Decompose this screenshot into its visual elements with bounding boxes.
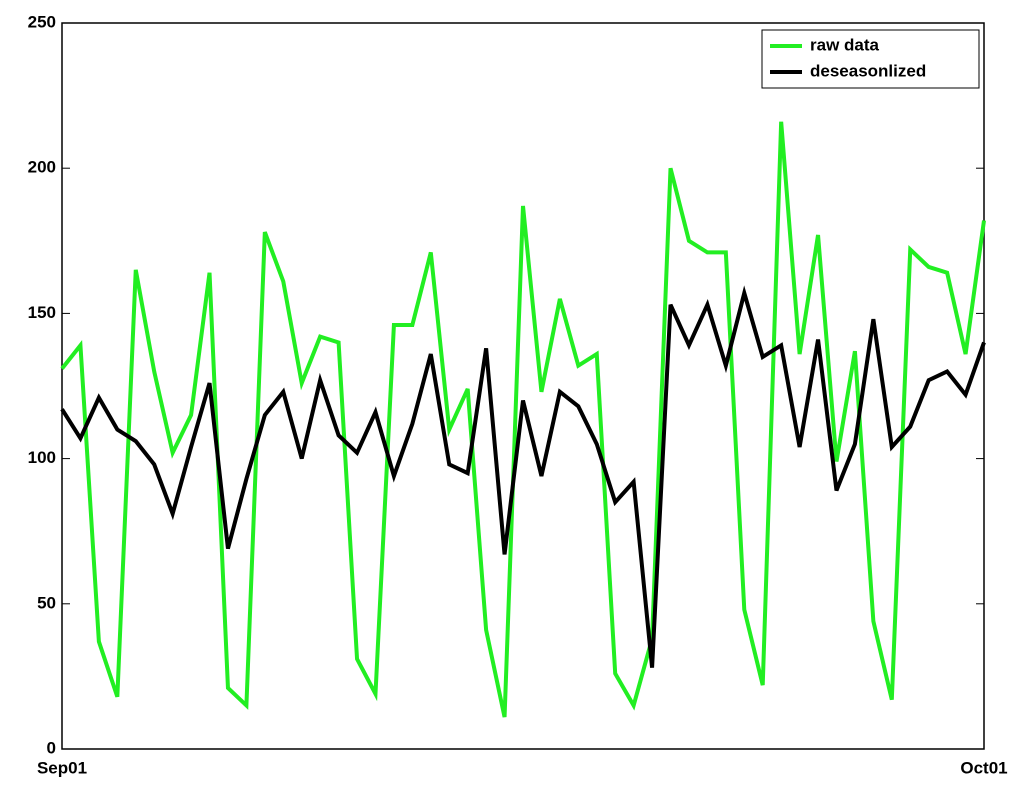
x-tick-label: Sep01: [37, 758, 87, 777]
x-tick-label: Oct01: [960, 758, 1007, 777]
plot-frame: [61, 22, 985, 750]
y-tick-label: 250: [28, 12, 56, 31]
y-tick-label: 200: [28, 158, 56, 177]
y-tick-label: 50: [37, 593, 56, 612]
legend-box: [761, 29, 980, 89]
series-line: [60, 285, 986, 668]
series-line: [60, 121, 986, 718]
legend-label: deseasonlized: [810, 61, 926, 80]
y-tick-label: 0: [47, 738, 56, 757]
legend-label: raw data: [810, 35, 880, 54]
y-tick-label: 100: [28, 448, 56, 467]
y-tick-label: 150: [28, 303, 56, 322]
